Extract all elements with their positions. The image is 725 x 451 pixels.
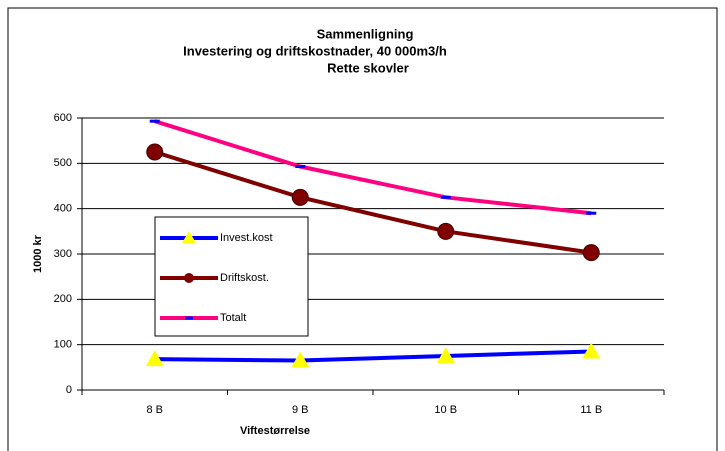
legend-label: Invest.kost bbox=[220, 232, 273, 244]
legend-label: Totalt bbox=[220, 312, 246, 324]
marker bbox=[291, 188, 309, 206]
marker bbox=[440, 195, 451, 199]
x-tick-label: 9 B bbox=[292, 404, 309, 416]
marker bbox=[145, 350, 164, 367]
x-tick-label: 10 B bbox=[434, 404, 457, 416]
y-tick-label: 300 bbox=[54, 248, 72, 260]
marker bbox=[582, 244, 600, 262]
y-tick-label: 0 bbox=[66, 384, 72, 396]
x-tick-label: 11 B bbox=[580, 404, 602, 416]
chart-title: Rette skovler bbox=[327, 60, 409, 75]
marker bbox=[291, 351, 310, 368]
legend-label: Driftskost. bbox=[220, 272, 269, 284]
marker bbox=[146, 143, 164, 161]
chart-frame bbox=[7, 7, 718, 451]
marker bbox=[437, 222, 455, 240]
marker bbox=[436, 347, 455, 363]
y-tick-label: 100 bbox=[54, 339, 72, 351]
series-line bbox=[154, 150, 592, 255]
x-tick-label: 8 B bbox=[146, 404, 163, 416]
series-line bbox=[154, 349, 592, 363]
marker bbox=[582, 342, 601, 359]
y-tick-label: 600 bbox=[54, 112, 72, 124]
legend-marker bbox=[182, 231, 196, 243]
y-tick-label: 500 bbox=[54, 157, 72, 169]
y-tick-label: 400 bbox=[54, 203, 72, 215]
chart-title: Investering og driftskostnader, 40 000m3… bbox=[183, 43, 447, 58]
legend-marker bbox=[184, 273, 194, 283]
marker bbox=[149, 119, 160, 123]
x-axis-label: Viftestørrelse bbox=[240, 425, 310, 437]
marker bbox=[295, 165, 306, 169]
y-axis-label: 1000 kr bbox=[32, 234, 44, 273]
legend-marker bbox=[185, 316, 193, 320]
chart-title: Sammenligning bbox=[317, 26, 414, 41]
series-line bbox=[154, 119, 592, 216]
y-tick-label: 200 bbox=[54, 293, 72, 305]
marker bbox=[586, 211, 597, 215]
